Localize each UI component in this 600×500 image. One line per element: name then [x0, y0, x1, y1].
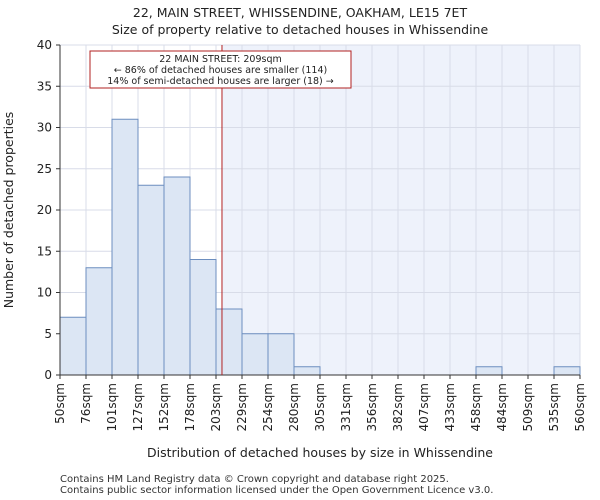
y-tick-label: 10 [37, 286, 52, 300]
y-tick-label: 40 [37, 38, 52, 52]
x-tick-label: 458sqm [469, 383, 483, 431]
y-tick-label: 30 [37, 121, 52, 135]
x-tick-label: 433sqm [443, 383, 457, 431]
x-tick-label: 76sqm [79, 383, 93, 424]
bar-152sqm [163, 176, 191, 376]
bar-254sqm [267, 333, 295, 376]
x-axis-title: Distribution of detached houses by size … [147, 445, 493, 460]
bar-458sqm [475, 366, 503, 376]
bar-280sqm [293, 366, 321, 376]
chart-subtitle: Size of property relative to detached ho… [111, 22, 489, 37]
y-tick-label: 20 [37, 203, 52, 217]
annotation-line-3: 14% of semi-detached houses are larger (… [107, 76, 334, 87]
y-axis-title: Number of detached properties [1, 112, 16, 309]
bar-203sqm [215, 308, 243, 376]
x-tick-label: 560sqm [573, 383, 587, 431]
x-tick-label: 305sqm [313, 383, 327, 431]
x-tick-label: 331sqm [339, 383, 353, 431]
y-tick-label: 15 [37, 244, 52, 258]
x-tick-label: 254sqm [261, 383, 275, 431]
x-tick-label: 356sqm [365, 383, 379, 431]
footer-line-1: Contains HM Land Registry data © Crown c… [60, 474, 449, 485]
bar-178sqm [189, 259, 217, 376]
annotation-box [89, 50, 352, 89]
x-tick-label: 178sqm [183, 383, 197, 431]
x-tick-label: 50sqm [53, 383, 67, 424]
y-tick-label: 35 [37, 79, 52, 93]
y-tick-label: 25 [37, 162, 52, 176]
x-tick-label: 280sqm [287, 383, 301, 431]
annotation-line-1: 22 MAIN STREET: 209sqm [159, 54, 282, 65]
chart-title: 22, MAIN STREET, WHISSENDINE, OAKHAM, LE… [132, 5, 468, 20]
bar-50sqm [59, 316, 87, 376]
footer-line-2: Contains public sector information licen… [60, 485, 494, 496]
bar-101sqm [111, 118, 139, 376]
bar-127sqm [137, 184, 165, 376]
x-tick-label: 382sqm [391, 383, 405, 431]
y-tick-label: 0 [44, 368, 52, 382]
bar-76sqm [85, 267, 113, 376]
bar-535sqm [553, 366, 581, 376]
x-tick-label: 509sqm [521, 383, 535, 431]
bar-229sqm [241, 333, 269, 376]
x-tick-label: 229sqm [235, 383, 249, 431]
x-tick-label: 535sqm [547, 383, 561, 431]
x-tick-label: 484sqm [495, 383, 509, 431]
x-tick-label: 127sqm [131, 383, 145, 431]
x-tick-label: 407sqm [417, 383, 431, 431]
y-tick-label: 5 [44, 327, 52, 341]
x-tick-label: 152sqm [157, 383, 171, 431]
annotation-line-2: ← 86% of detached houses are smaller (11… [114, 65, 327, 76]
x-tick-label: 203sqm [209, 383, 223, 431]
x-tick-label: 101sqm [105, 383, 119, 431]
